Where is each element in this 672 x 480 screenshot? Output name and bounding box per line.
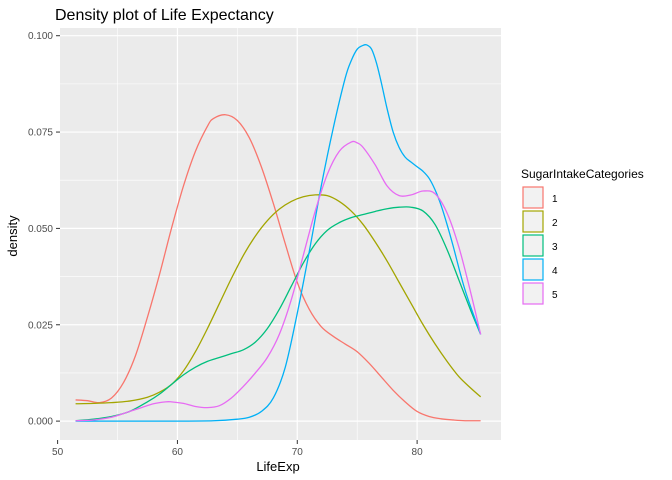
- legend-title: SugarIntakeCategories: [521, 167, 644, 181]
- y-tick-label: 0.025: [28, 320, 53, 331]
- panel-background: [60, 28, 501, 440]
- x-tick-label: 80: [412, 447, 424, 458]
- x-tick-label: 50: [52, 447, 64, 458]
- legend-key-5: [522, 282, 544, 305]
- density-series: [75, 43, 482, 422]
- density-line-5: [75, 140, 482, 422]
- legend-label-3: 3: [552, 242, 558, 253]
- x-tick-label: 70: [292, 447, 304, 458]
- legend: SugarIntakeCategories 1 2 3 4 5: [521, 167, 644, 305]
- legend-label-4: 4: [552, 266, 558, 277]
- legend-key-3: [522, 234, 544, 257]
- y-tick-label: 0.100: [28, 31, 53, 42]
- legend-label-5: 5: [552, 290, 558, 301]
- legend-label-2: 2: [552, 218, 558, 229]
- legend-key-2: [522, 210, 544, 233]
- legend-key-4: [522, 258, 544, 281]
- density-line-4: [75, 43, 482, 422]
- density-line-2: [75, 194, 482, 405]
- density-line-1: [75, 114, 481, 422]
- density-line-3: [75, 206, 482, 422]
- y-tick-label: 0.075: [28, 128, 53, 139]
- chart-title: Density plot of Life Expectancy: [55, 7, 274, 24]
- y-axis-label: density: [5, 215, 20, 257]
- x-tick-label: 60: [172, 447, 184, 458]
- legend-key-1: [522, 186, 544, 209]
- x-axis-label: LifeExp: [256, 459, 299, 474]
- y-axis: 0.000 0.025 0.050 0.075 0.100: [28, 31, 60, 428]
- y-tick-label: 0.050: [28, 224, 53, 235]
- plot-panel: [57, 28, 501, 440]
- legend-label-1: 1: [552, 194, 558, 205]
- x-axis: 50 60 70 80: [52, 440, 423, 458]
- y-tick-label: 0.000: [28, 417, 53, 428]
